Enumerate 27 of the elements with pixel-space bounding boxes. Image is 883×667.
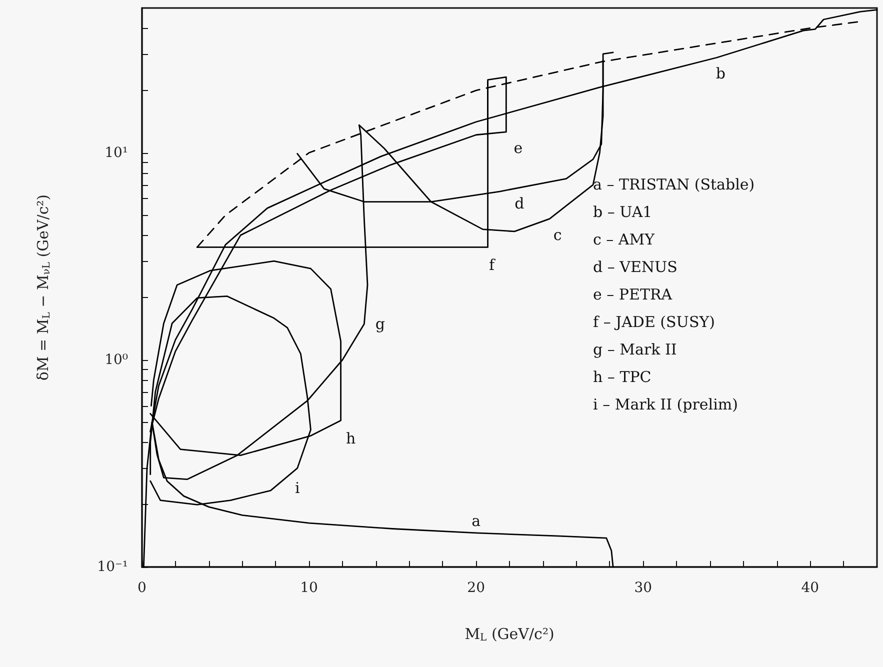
series-label: b <box>716 64 726 83</box>
series-label: i <box>294 479 300 498</box>
x-tick-label: 0 <box>138 580 146 596</box>
series-label: d <box>514 194 525 213</box>
annotation: g – Mark II <box>593 340 677 358</box>
x-tick-label: 10 <box>300 580 318 596</box>
annotation: h – TPC <box>593 368 652 386</box>
annotation: c – AMY <box>593 230 656 248</box>
series-label: h <box>346 429 356 448</box>
x-tick-label: 30 <box>634 580 652 596</box>
series-label: g <box>375 315 386 334</box>
y-tick-label: 10⁰ <box>104 352 128 368</box>
annotation: a – TRISTAN (Stable) <box>593 176 755 194</box>
y-tick-label: 10¹ <box>104 144 128 161</box>
x-tick-label: 20 <box>467 580 486 596</box>
y-axis-title: δM = ML − MνL (GeV/c²) <box>34 194 52 381</box>
annotation: f – JADE (SUSY) <box>593 313 715 331</box>
series-label: e <box>514 138 523 157</box>
y-tick-label: 10⁻¹ <box>97 559 128 575</box>
series-label: c <box>553 226 562 244</box>
x-tick-label: 40 <box>801 580 820 596</box>
annotation: i – Mark II (prelim) <box>593 396 738 414</box>
annotation: e – PETRA <box>593 286 672 304</box>
series-label: f <box>489 256 496 274</box>
annotation: d – VENUS <box>593 258 678 276</box>
series-label: a <box>472 512 481 530</box>
annotation: b – UA1 <box>593 203 652 221</box>
